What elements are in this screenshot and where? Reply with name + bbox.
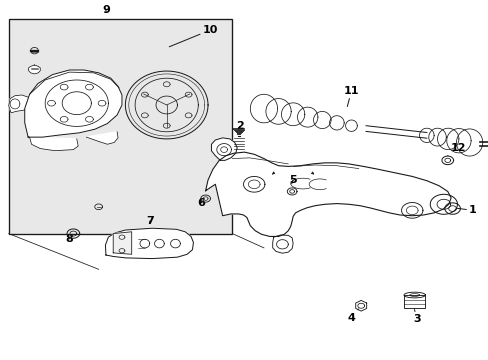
Text: 10: 10 xyxy=(169,25,218,47)
Polygon shape xyxy=(113,232,131,254)
Polygon shape xyxy=(211,138,237,160)
Text: 3: 3 xyxy=(412,310,420,324)
Polygon shape xyxy=(205,152,450,237)
Text: 7: 7 xyxy=(145,216,153,226)
Polygon shape xyxy=(9,95,28,113)
Text: 8: 8 xyxy=(65,234,73,244)
Polygon shape xyxy=(403,295,425,307)
Text: 12: 12 xyxy=(447,143,465,156)
Polygon shape xyxy=(105,228,193,258)
Polygon shape xyxy=(86,132,118,144)
Text: 9: 9 xyxy=(102,5,110,15)
FancyBboxPatch shape xyxy=(9,19,232,234)
Polygon shape xyxy=(25,70,122,137)
Text: 5: 5 xyxy=(289,175,296,185)
Polygon shape xyxy=(355,300,366,311)
Text: 6: 6 xyxy=(196,198,204,208)
Polygon shape xyxy=(30,137,78,151)
Text: 2: 2 xyxy=(235,121,243,131)
Text: 11: 11 xyxy=(343,86,359,107)
Polygon shape xyxy=(29,65,40,74)
Text: 1: 1 xyxy=(455,205,476,215)
Polygon shape xyxy=(272,235,292,253)
Text: 4: 4 xyxy=(347,309,358,323)
